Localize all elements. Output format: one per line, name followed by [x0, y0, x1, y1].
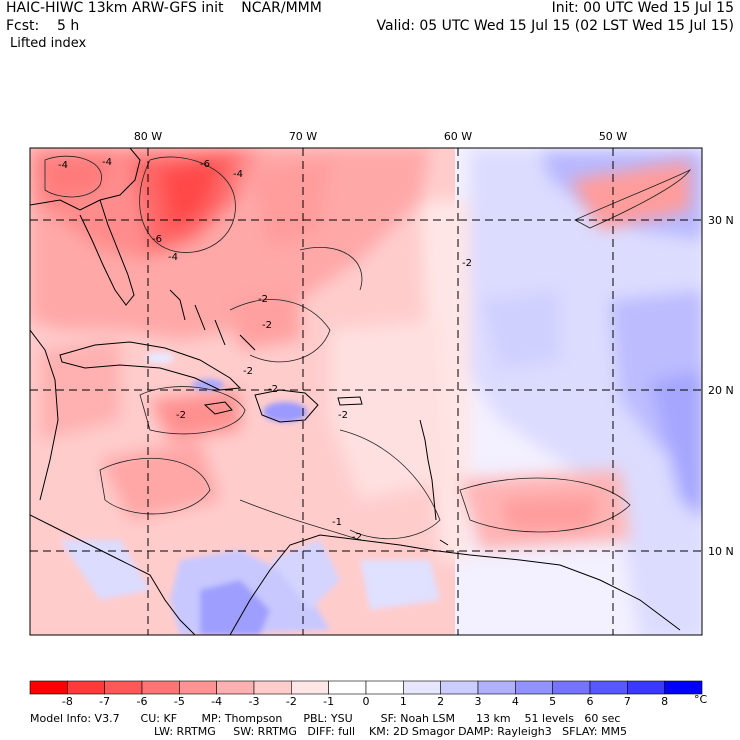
- contour-label: -6: [200, 159, 210, 170]
- colorbar-label: 3: [474, 695, 482, 708]
- colorbar-label: 8: [661, 695, 669, 708]
- colorbar-label: -8: [61, 695, 73, 708]
- colorbar-label: 5: [549, 695, 557, 708]
- colorbar-label: -7: [99, 695, 111, 708]
- colorbar-label: 0: [362, 695, 370, 708]
- colorbar-label: -6: [136, 695, 148, 708]
- map-frame: [29, 147, 703, 636]
- lon-label: 70 W: [289, 130, 317, 143]
- colorbar-swatch: [179, 680, 217, 695]
- colorbar-swatch: [291, 680, 329, 695]
- field-name: Lifted index: [10, 36, 87, 51]
- colorbar-label: 6: [586, 695, 594, 708]
- graticule: [30, 148, 702, 635]
- colorbar-swatch: [477, 680, 516, 695]
- lat-label: 20 N: [708, 384, 734, 397]
- colorbar-label: -1: [323, 695, 335, 708]
- colorbar-swatch: [403, 680, 441, 695]
- contour-label: -4: [102, 157, 112, 168]
- contour-label: -4: [58, 160, 68, 171]
- contour-label: -4: [233, 169, 243, 180]
- colorbar-label: -3: [248, 695, 260, 708]
- colorbar-swatch: [365, 680, 404, 695]
- colorbar-swatch: [29, 680, 68, 695]
- colorbar-label: 1: [399, 695, 407, 708]
- contour-label: -2: [243, 366, 253, 377]
- colorbar-swatch: [589, 680, 628, 695]
- colorbar-swatch: [104, 680, 143, 695]
- forecast-hour: Fcst: 5 h: [6, 18, 80, 34]
- colorbar-swatch: [253, 680, 292, 695]
- contour-label: -2: [262, 320, 272, 331]
- contour-label: -2: [176, 410, 186, 421]
- contour-label: -6: [152, 234, 162, 245]
- lon-label: 80 W: [134, 130, 162, 143]
- contour-label: -4: [168, 252, 178, 263]
- colorbar-unit: °C: [694, 693, 708, 706]
- lat-label: 10 N: [708, 545, 734, 558]
- colorbar-label: -5: [173, 695, 185, 708]
- colorbar-label: 2: [437, 695, 445, 708]
- valid-time: Valid: 05 UTC Wed 15 Jul 15 (02 LST Wed …: [376, 18, 735, 34]
- colorbar-label: -4: [211, 695, 223, 708]
- model-info-line2: LW: RRTMG SW: RRTMG DIFF: full KM: 2D Sm…: [154, 725, 627, 738]
- lon-label: 50 W: [599, 130, 627, 143]
- colorbar-label: 7: [623, 695, 631, 708]
- contour-label: -2: [462, 258, 472, 269]
- model-info-line1: Model Info: V3.7 CU: KF MP: Thompson PBL…: [30, 712, 621, 725]
- contour-label: -2: [338, 410, 348, 421]
- colorbar-label: -2: [285, 695, 297, 708]
- contour-label: -2: [268, 384, 278, 395]
- contour-label: -1: [332, 517, 342, 528]
- coastlines: [30, 148, 681, 635]
- init-time: Init: 00 UTC Wed 15 Jul 15: [551, 0, 734, 16]
- colorbar-swatch: [67, 680, 105, 695]
- contour-label: -2: [352, 532, 362, 543]
- colorbar-swatch: [328, 680, 367, 695]
- lat-label: 30 N: [708, 214, 734, 227]
- colorbar-swatch: [627, 680, 665, 695]
- colorbar-swatch: [440, 680, 479, 695]
- colorbar-swatch: [141, 680, 180, 695]
- colorbar-swatch: [515, 680, 553, 695]
- contour-label: -2: [258, 294, 268, 305]
- map-title: HAIC-HIWC 13km ARW-GFS init NCAR/MMM: [6, 0, 322, 16]
- colorbar-label: 4: [511, 695, 519, 708]
- colorbar-swatch: [216, 680, 255, 695]
- lon-label: 60 W: [444, 130, 472, 143]
- colorbar-swatch: [552, 680, 591, 695]
- colorbar: [29, 680, 703, 695]
- colorbar-swatch: [664, 680, 703, 695]
- contour-lines: [44, 155, 692, 541]
